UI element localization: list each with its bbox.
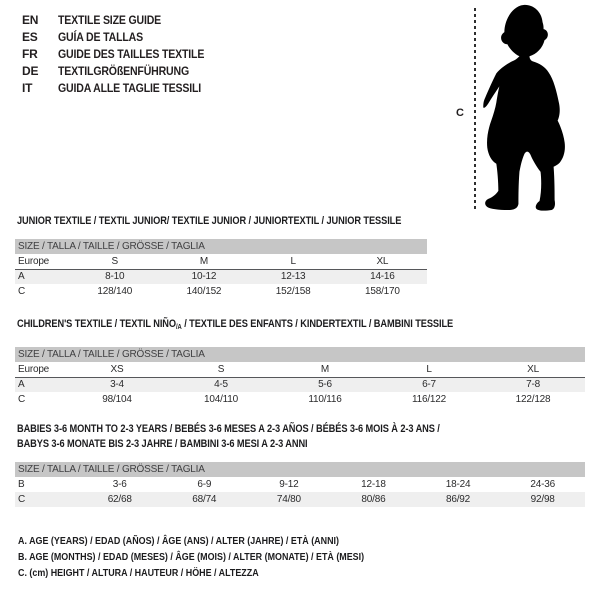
row-label: A (15, 377, 65, 392)
language-label: GUÍA DE TALLAS (58, 30, 143, 44)
col-header: L (248, 254, 338, 270)
table-row: C 128/140 140/152 152/158 158/170 (15, 284, 427, 299)
size-header-row: SIZE / TALLA / TAILLE / GRÖSSE / TAGLIA (15, 347, 586, 362)
language-code: EN (22, 13, 39, 27)
col-header: S (169, 362, 273, 378)
height-label-c: C (456, 107, 464, 119)
toddler-silhouette-icon (483, 4, 565, 211)
table-row: A 3-4 4-5 5-6 6-7 7-8 (15, 377, 586, 392)
col-header: XL (337, 254, 427, 270)
size-cell: 12-13 (248, 269, 338, 284)
note-b: B. AGE (MONTHS) / EDAD (MESES) / ÂGE (MO… (18, 551, 365, 563)
language-header: EN TEXTILE SIZE GUIDE ES GUÍA DE TALLAS … (22, 12, 224, 97)
note-c: C. (cm) HEIGHT / ALTURA / HAUTEUR / HÖHE… (18, 567, 259, 579)
size-cell: 8-10 (70, 269, 160, 284)
size-cell: 4-5 (169, 377, 273, 392)
size-cell: 140/152 (186, 286, 222, 297)
row-label: B (18, 479, 25, 490)
size-cell: 92/98 (500, 492, 585, 507)
language-label: GUIDE DES TAILLES TEXTILE (58, 47, 205, 61)
size-cell: 116/122 (411, 394, 446, 405)
language-row: ES GUÍA DE TALLAS (22, 29, 224, 46)
col-header: L (377, 362, 481, 378)
size-cell: 5-6 (273, 377, 377, 392)
size-cell: 104/110 (203, 394, 238, 405)
size-cell: 18-24 (445, 479, 471, 490)
col-header: M (159, 254, 249, 270)
size-cell: 10-12 (159, 269, 249, 284)
children-title-text: CHILDREN'S TEXTILE / TEXTIL NIÑO (17, 318, 176, 330)
children-size-table: SIZE / TALLA / TAILLE / GRÖSSE / TAGLIA … (15, 347, 586, 407)
size-cell: 3-4 (65, 377, 169, 392)
size-cell: 12-18 (361, 479, 386, 490)
size-cell: 62/68 (77, 492, 162, 507)
table-row: C 98/104 104/110 110/116 116/122 122/128 (15, 392, 585, 407)
language-code: FR (22, 47, 38, 61)
size-cell: 110/116 (308, 394, 342, 405)
size-header-bar: SIZE / TALLA / TAILLE / GRÖSSE / TAGLIA (15, 462, 585, 477)
size-cell: 3-6 (112, 479, 127, 490)
row-label: A (15, 269, 71, 284)
size-cell: 86/92 (415, 492, 501, 507)
language-label: TEXTILE SIZE GUIDE (58, 13, 162, 27)
col-header: XS (65, 362, 169, 378)
language-code: IT (22, 81, 33, 95)
size-cell: 24-36 (530, 479, 555, 490)
table-row: C 62/68 68/74 74/80 80/86 86/92 92/98 (15, 492, 585, 507)
children-title-subscript: /A (175, 324, 182, 331)
col-header: S (70, 254, 160, 270)
col-header: M (273, 362, 377, 378)
junior-section-title: JUNIOR TEXTILE / TEXTIL JUNIOR/ TEXTILE … (17, 215, 402, 227)
size-cell: 6-9 (197, 479, 212, 490)
language-label: GUIDA ALLE TAGLIE TESSILI (58, 81, 202, 95)
row-label: Europe (15, 254, 71, 270)
babies-title-line2: BABYS 3-6 MONATE BIS 2-3 JAHRE / BAMBINI… (17, 438, 308, 450)
junior-size-table: SIZE / TALLA / TAILLE / GRÖSSE / TAGLIA … (15, 239, 427, 299)
row-label: C (18, 286, 26, 297)
table-row: Europe XS S M L XL (15, 362, 586, 378)
size-cell: 74/80 (246, 492, 332, 507)
language-row: EN TEXTILE SIZE GUIDE (22, 12, 224, 29)
babies-title-line1: BABIES 3-6 MONTH TO 2-3 YEARS / BEBÉS 3-… (17, 423, 440, 435)
size-header-row: SIZE / TALLA / TAILLE / GRÖSSE / TAGLIA (15, 239, 427, 254)
row-label: Europe (15, 362, 65, 378)
size-header-bar: SIZE / TALLA / TAILLE / GRÖSSE / TAGLIA (15, 347, 586, 362)
size-cell: 152/158 (275, 286, 311, 297)
size-cell: 14-16 (337, 269, 427, 284)
table-row: Europe S M L XL (15, 254, 427, 270)
size-cell: 122/128 (515, 394, 551, 405)
size-header-bar: SIZE / TALLA / TAILLE / GRÖSSE / TAGLIA (15, 239, 427, 254)
table-row: B 3-6 6-9 9-12 12-18 18-24 24-36 (15, 477, 585, 492)
size-cell: 9-12 (279, 479, 299, 490)
language-row: FR GUIDE DES TAILLES TEXTILE (22, 46, 224, 63)
legend-notes: A. AGE (YEARS) / EDAD (AÑOS) / ÂGE (ANS)… (18, 533, 364, 581)
col-header: XL (481, 362, 586, 378)
babies-size-table: SIZE / TALLA / TAILLE / GRÖSSE / TAGLIA … (15, 462, 585, 507)
row-label: C (15, 492, 78, 507)
children-title-text: / TEXTILE DES ENFANTS / KINDERTEXTIL / B… (181, 318, 454, 330)
size-cell: 6-7 (377, 377, 481, 392)
row-label: C (18, 394, 26, 405)
height-dotted-line (474, 8, 476, 211)
size-cell: 80/86 (331, 492, 416, 507)
size-cell: 158/170 (364, 286, 400, 297)
note-a: A. AGE (YEARS) / EDAD (AÑOS) / ÂGE (ANS)… (18, 535, 339, 547)
language-row: IT GUIDA ALLE TAGLIE TESSILI (22, 80, 224, 97)
size-cell: 128/140 (97, 286, 133, 297)
language-row: DE TEXTILGRÖßENFÜHRUNG (22, 63, 224, 80)
size-cell: 7-8 (481, 377, 586, 392)
babies-section-title: BABIES 3-6 MONTH TO 2-3 YEARS / BEBÉS 3-… (17, 422, 440, 452)
table-row: A 8-10 10-12 12-13 14-16 (15, 269, 427, 284)
language-label: TEXTILGRÖßENFÜHRUNG (58, 64, 190, 78)
size-cell: 98/104 (102, 394, 132, 405)
size-cell: 68/74 (162, 492, 247, 507)
language-code: DE (22, 64, 39, 78)
size-header-row: SIZE / TALLA / TAILLE / GRÖSSE / TAGLIA (15, 462, 585, 477)
children-section-title: CHILDREN'S TEXTILE / TEXTIL NIÑO/A / TEX… (17, 317, 453, 333)
language-code: ES (22, 30, 38, 44)
